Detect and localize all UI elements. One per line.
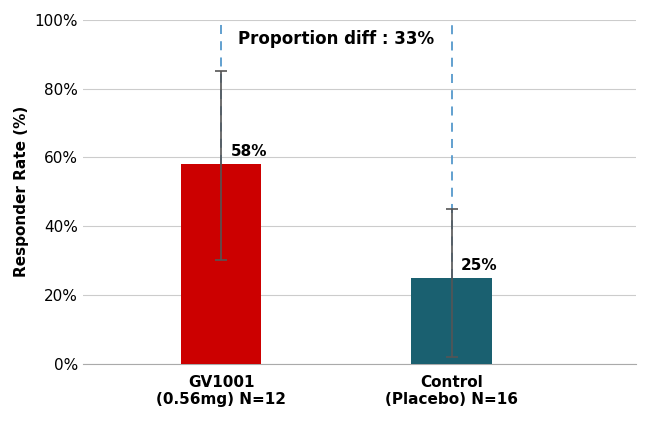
Bar bbox=[181, 164, 261, 364]
Text: 58%: 58% bbox=[230, 144, 267, 159]
Y-axis label: Responder Rate (%): Responder Rate (%) bbox=[14, 106, 29, 277]
Bar bbox=[411, 278, 492, 364]
Text: Proportion diff : 33%: Proportion diff : 33% bbox=[239, 30, 434, 48]
Text: 25%: 25% bbox=[461, 258, 497, 272]
